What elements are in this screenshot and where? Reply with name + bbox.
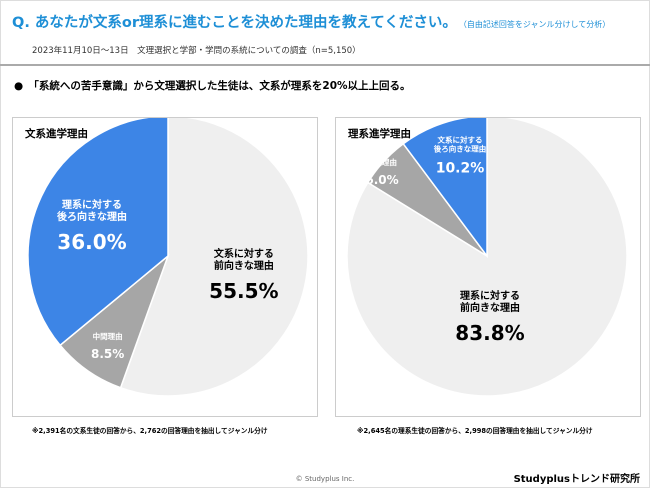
chart-note: ※2,391名の文系生徒の回答から、2,762の回答理由を抽出してジャンル分け (32, 427, 268, 435)
chart-note: ※2,645名の理系生徒の回答から、2,998の回答理由を抽出してジャンル分け (357, 427, 593, 435)
key-finding: ● 「系統への苦手意識」から文理選択した生徒は、文系が理系を20%以上上回る。 (14, 80, 411, 92)
title-note: （自由記述回答をジャンル分けして分析） (462, 20, 611, 29)
chart-title: 理系進学理由 (348, 128, 411, 140)
slice-label: 後ろ向きな理由 (57, 210, 127, 223)
page-title: Q. あなたが文系or理系に進むことを決めた理由を教えてください。 （自由記述回答… (12, 15, 611, 31)
slice-value-label: 6.0% (365, 173, 398, 187)
slice-value-label: 55.5% (209, 279, 278, 303)
copyright: © Studyplus Inc. (295, 475, 355, 483)
panel-rikei: 理系進学理由 理系に対する 前向きな理由 83.8% 中間理由 6.0% 文系に対する 後ろ… (335, 117, 641, 417)
pie-slice (27, 118, 169, 347)
pie-slice (402, 118, 488, 259)
divider (0, 64, 650, 66)
slice-label: 理系に対する (62, 198, 122, 211)
panel-bunkei: 文系進学理由 文系に対する 前向きな理由 55.5% 中間理由 8.5% 理系に対する 後ろ… (12, 117, 318, 417)
slice-label: 中間理由 (367, 157, 397, 167)
slice-value-label: 83.8% (455, 321, 524, 345)
survey-subtitle: 2023年11月10日～13日 文理選択と学部・学問の系統についての調査（n=5… (32, 46, 361, 56)
chart-title: 文系進学理由 (25, 128, 88, 140)
slice-value-label: 10.2% (436, 160, 485, 176)
slice-label: 前向きな理由 (214, 259, 274, 272)
slice-value-label: 36.0% (57, 230, 126, 254)
slice-label: 理系に対する (460, 289, 520, 302)
slice-label: 文系に対する (438, 135, 483, 145)
slice-label: 中間理由 (93, 331, 123, 341)
brand-logo: Studyplusトレンド研究所 (513, 474, 640, 485)
slice-label: 前向きな理由 (460, 301, 520, 314)
slice-value-label: 8.5% (91, 347, 124, 361)
slice-label: 文系に対する (214, 247, 274, 260)
pie-slice (119, 118, 309, 397)
slice-label: 後ろ向きな理由 (434, 144, 487, 154)
